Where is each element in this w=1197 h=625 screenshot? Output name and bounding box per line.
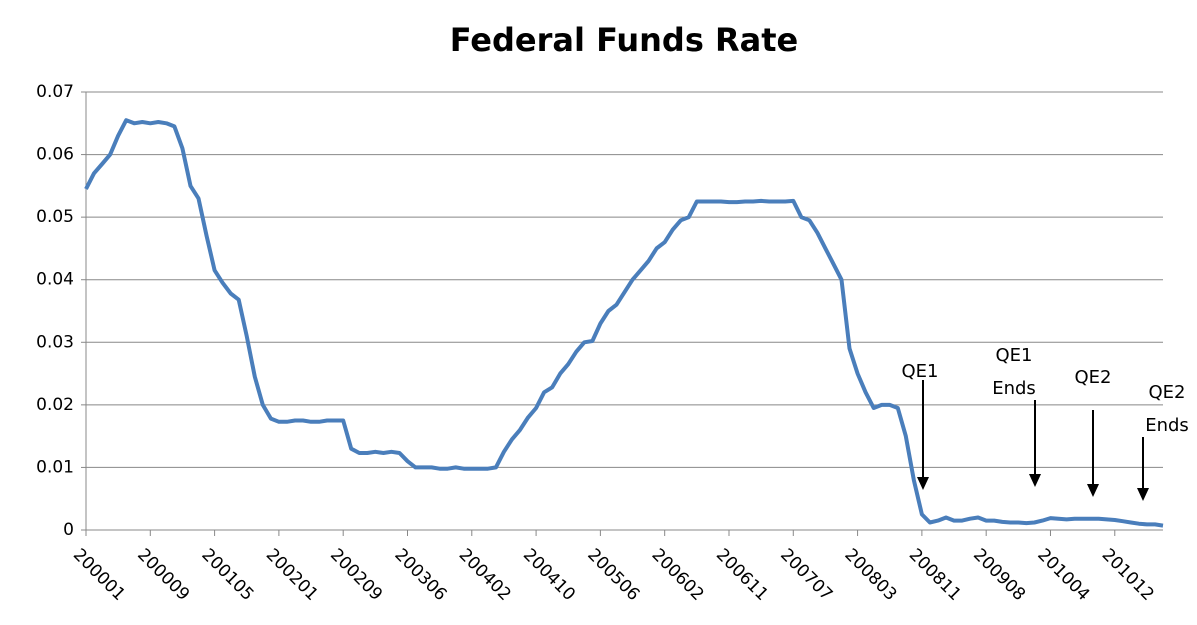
arrow-head xyxy=(917,477,929,490)
x-tick-label: 200105 xyxy=(198,545,258,605)
x-tick-label: 200410 xyxy=(519,545,579,605)
annotation: QE2 xyxy=(1149,382,1186,403)
x-tick-label: 200811 xyxy=(905,545,965,605)
annotation: QE1 xyxy=(996,345,1033,366)
annotation: Ends xyxy=(992,378,1036,399)
x-tick-label: 200602 xyxy=(648,545,708,605)
y-tick-label: 0.03 xyxy=(36,332,74,352)
y-tick-label: 0.02 xyxy=(36,395,74,415)
annotation: QE2 xyxy=(1075,367,1112,388)
x-tick-label: 200402 xyxy=(455,545,515,605)
y-tick-label: 0.01 xyxy=(36,457,74,477)
x-tick-label: 200001 xyxy=(69,545,129,605)
annotation: QE1 xyxy=(902,361,939,382)
x-tick-label: 200506 xyxy=(583,545,643,605)
x-tick-label: 200306 xyxy=(390,545,450,605)
arrow-head xyxy=(1029,474,1041,487)
data-line xyxy=(84,118,1164,528)
x-tick-label: 200803 xyxy=(841,545,901,605)
x-tick-label: 200009 xyxy=(133,545,193,605)
x-tick-label: 200611 xyxy=(712,545,772,605)
y-tick-label: 0 xyxy=(63,520,74,540)
x-tick-label: 201012 xyxy=(1098,545,1158,605)
arrow-head xyxy=(1137,488,1149,501)
y-tick-label: 0.04 xyxy=(36,270,74,290)
x-tick-label: 201004 xyxy=(1033,545,1093,605)
x-tick-label: 200209 xyxy=(326,545,386,605)
x-tick-label: 200201 xyxy=(262,545,322,605)
y-tick-label: 0.05 xyxy=(36,207,74,227)
x-tick-label: 200707 xyxy=(776,545,836,605)
y-tick-label: 0.06 xyxy=(36,145,74,165)
arrow-head xyxy=(1087,484,1099,497)
annotation: Ends xyxy=(1145,415,1189,436)
chart-title: Federal Funds Rate xyxy=(450,21,799,59)
y-tick-label: 0.07 xyxy=(36,82,74,102)
x-tick-label: 200908 xyxy=(969,545,1029,605)
